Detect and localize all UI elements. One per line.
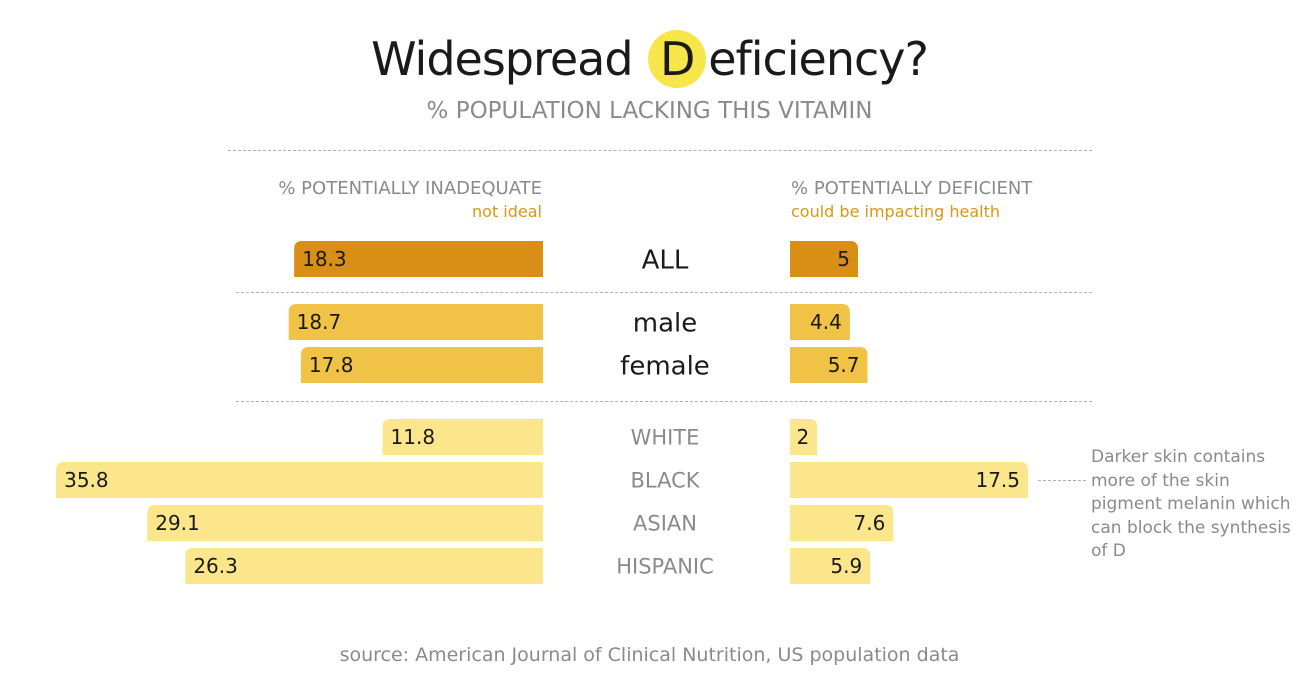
source-line: source: American Journal of Clinical Nut… [339,644,960,666]
category-label-hispanic: HISPANIC [616,555,714,579]
label-deficient-all: 5 [837,247,850,271]
title-prefix: Widespread [371,32,647,86]
bar-deficient-white [790,419,818,455]
bar-inadequate-hispanic [185,548,543,584]
label-deficient-male: 4.4 [810,310,842,334]
category-label-asian: ASIAN [633,512,697,536]
chart-subtitle: % POPULATION LACKING THIS VITAMIN [426,98,873,124]
category-label-all: ALL [642,245,689,275]
bar-inadequate-male [288,304,543,340]
bar-inadequate-asian [147,505,544,541]
category-label-black: BLACK [630,469,700,493]
label-inadequate-male: 18.7 [297,310,342,334]
bar-inadequate-female [300,347,543,383]
category-label-white: WHITE [631,426,700,450]
right-subheader: could be impacting health [791,202,1001,221]
label-inadequate-female: 17.8 [309,353,354,377]
bar-deficient-female [790,347,868,383]
label-deficient-white: 2 [796,425,809,449]
divider-all [236,292,1092,293]
bar-deficient-black [790,462,1028,498]
label-deficient-hispanic: 5.9 [830,554,862,578]
category-label-female: female [620,351,710,381]
note-connector [1038,480,1086,481]
label-inadequate-all: 18.3 [302,247,347,271]
label-inadequate-white: 11.8 [391,425,436,449]
title-suffix: eficiency? [708,32,929,86]
right-header: % POTENTIALLY DEFICIENT [791,178,1033,199]
bar-deficient-hispanic [790,548,871,584]
bar-deficient-asian [790,505,894,541]
label-inadequate-asian: 29.1 [155,511,200,535]
divider-sex [236,401,1092,402]
bar-deficient-all [790,241,858,277]
label-inadequate-black: 35.8 [64,468,109,492]
bar-inadequate-white [382,419,543,455]
bar-inadequate-black [56,462,544,498]
divider-top [228,150,1092,151]
bar-deficient-male [790,304,850,340]
label-deficient-asian: 7.6 [854,511,886,535]
label-inadequate-hispanic: 26.3 [193,554,238,578]
label-deficient-black: 17.5 [975,468,1020,492]
label-deficient-female: 5.7 [828,353,860,377]
left-subheader: not ideal [472,202,542,221]
title-d-circle: D [648,30,707,88]
left-header: % POTENTIALLY INADEQUATE [278,178,542,199]
category-label-male: male [633,308,697,338]
bar-inadequate-all [294,241,543,277]
melanin-note: Darker skin contains more of the skin pi… [1091,447,1291,561]
